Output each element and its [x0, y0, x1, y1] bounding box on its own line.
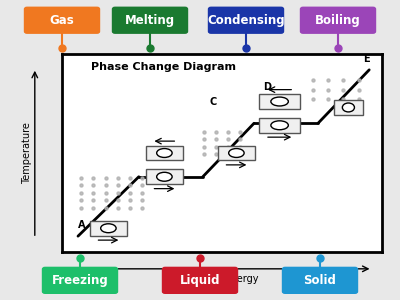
- FancyBboxPatch shape: [146, 146, 183, 160]
- Text: Gas: Gas: [50, 14, 74, 27]
- Ellipse shape: [157, 172, 172, 181]
- Text: A: A: [78, 220, 86, 230]
- Text: C: C: [209, 98, 216, 107]
- Text: Temperature: Temperature: [22, 122, 32, 184]
- FancyBboxPatch shape: [90, 221, 127, 236]
- Ellipse shape: [157, 148, 172, 158]
- Ellipse shape: [229, 148, 244, 158]
- Text: Heat Energy: Heat Energy: [198, 274, 259, 284]
- FancyBboxPatch shape: [218, 146, 255, 160]
- Text: Freezing: Freezing: [52, 274, 108, 287]
- Ellipse shape: [342, 103, 354, 112]
- Text: Solid: Solid: [304, 274, 336, 287]
- FancyBboxPatch shape: [259, 118, 300, 133]
- Ellipse shape: [271, 121, 288, 130]
- Text: B: B: [158, 149, 165, 159]
- Text: Phase Change Diagram: Phase Change Diagram: [91, 62, 236, 72]
- Ellipse shape: [271, 97, 288, 106]
- Text: Melting: Melting: [125, 14, 175, 27]
- FancyBboxPatch shape: [146, 169, 183, 184]
- Text: Boiling: Boiling: [315, 14, 361, 27]
- Text: D: D: [264, 82, 272, 92]
- Ellipse shape: [101, 224, 116, 233]
- FancyBboxPatch shape: [334, 100, 363, 115]
- Text: Liquid: Liquid: [180, 274, 220, 287]
- Text: Condensing: Condensing: [207, 14, 285, 27]
- FancyBboxPatch shape: [259, 94, 300, 109]
- Text: E: E: [363, 54, 370, 64]
